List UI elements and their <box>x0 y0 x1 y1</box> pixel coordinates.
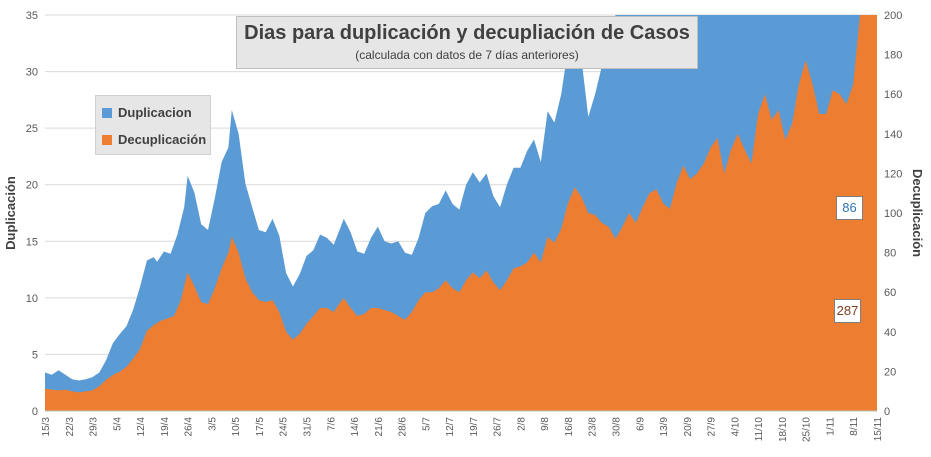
y-left-tick-label: 15 <box>26 236 38 248</box>
chart-title-box: Dias para duplicación y decupliación de … <box>236 16 698 69</box>
legend-item-decuplicacion: Decuplicación <box>102 132 206 147</box>
x-tick-label: 7/6 <box>326 417 337 431</box>
legend-swatch-decuplicacion <box>102 135 112 145</box>
y-left-tick-label: 25 <box>26 123 38 135</box>
chart-subtitle: (calculada con datos de 7 días anteriore… <box>355 48 579 62</box>
x-tick-label: 10/5 <box>231 417 242 437</box>
y-right-tick-label: 60 <box>884 287 896 299</box>
y-left-tick-label: 30 <box>26 67 38 79</box>
callout-decuplicacion-value: 287 <box>834 299 861 323</box>
y-right-tick-label: 140 <box>884 129 902 141</box>
x-tick-label: 28/6 <box>398 417 409 437</box>
x-tick-label: 15/3 <box>41 417 52 437</box>
x-tick-label: 12/7 <box>445 417 456 437</box>
x-tick-label: 30/8 <box>612 417 623 437</box>
x-tick-label: 14/6 <box>350 417 361 437</box>
y-right-tick-label: 80 <box>884 248 896 260</box>
x-tick-label: 20/9 <box>683 417 694 437</box>
y-right-tick-label: 180 <box>884 50 902 62</box>
x-tick-label: 13/9 <box>659 417 670 437</box>
x-tick-label: 22/3 <box>65 417 76 437</box>
chart-title: Dias para duplicación y decupliación de … <box>244 22 690 44</box>
y-right-tick-label: 40 <box>884 327 896 339</box>
x-tick-label: 18/10 <box>778 417 789 442</box>
y-axis-left-title: Duplicación <box>3 176 18 250</box>
x-tick-label: 19/4 <box>160 417 171 437</box>
callout-duplicacion-value: 86 <box>836 196 863 220</box>
x-tick-label: 2/8 <box>516 417 527 431</box>
x-tick-label: 19/7 <box>469 417 480 437</box>
x-tick-label: 31/5 <box>303 417 314 437</box>
x-tick-label: 16/8 <box>564 417 575 437</box>
x-tick-label: 27/9 <box>707 417 718 437</box>
y-left-tick-label: 20 <box>26 180 38 192</box>
y-left-tick-label: 5 <box>32 349 38 361</box>
y-right-tick-label: 100 <box>884 208 902 220</box>
y-left-tick-label: 0 <box>32 406 38 418</box>
y-right-tick-label: 20 <box>884 366 896 378</box>
x-tick-label: 21/6 <box>374 417 385 437</box>
legend-label-duplicacion: Duplicacion <box>118 105 192 120</box>
x-tick-label: 23/8 <box>588 417 599 437</box>
x-tick-label: 11/10 <box>754 417 765 442</box>
y-left-tick-label: 10 <box>26 293 38 305</box>
legend-item-duplicacion: Duplicacion <box>102 105 192 120</box>
legend: Duplicacion Decuplicación <box>95 95 211 155</box>
x-tick-label: 12/4 <box>136 417 147 437</box>
y-right-tick-label: 160 <box>884 89 902 101</box>
y-axis-right-title: Decuplicación <box>910 169 925 257</box>
legend-label-decuplicacion: Decuplicación <box>118 132 207 147</box>
y-right-tick-label: 120 <box>884 168 902 180</box>
legend-swatch-duplicacion <box>102 108 112 118</box>
series-area-decuplicacion <box>45 15 877 411</box>
x-tick-label: 5/7 <box>421 417 432 431</box>
x-tick-label: 4/10 <box>730 417 741 437</box>
x-tick-label: 29/3 <box>89 417 100 437</box>
x-tick-label: 3/5 <box>207 417 218 431</box>
y-right-tick-label: 200 <box>884 10 902 22</box>
x-tick-label: 1/11 <box>826 417 837 436</box>
y-left-tick-label: 35 <box>26 10 38 22</box>
x-tick-label: 8/11 <box>849 417 860 436</box>
y-right-tick-label: 0 <box>884 406 890 418</box>
x-tick-label: 26/4 <box>184 417 195 437</box>
x-tick-label: 9/8 <box>540 417 551 431</box>
x-tick-label: 17/5 <box>255 417 266 437</box>
x-tick-label: 6/9 <box>635 417 646 431</box>
x-tick-label: 15/11 <box>873 417 884 442</box>
x-tick-label: 25/10 <box>802 417 813 442</box>
x-tick-label: 24/5 <box>279 417 290 437</box>
x-tick-label: 5/4 <box>112 417 123 431</box>
x-tick-label: 26/7 <box>493 417 504 437</box>
